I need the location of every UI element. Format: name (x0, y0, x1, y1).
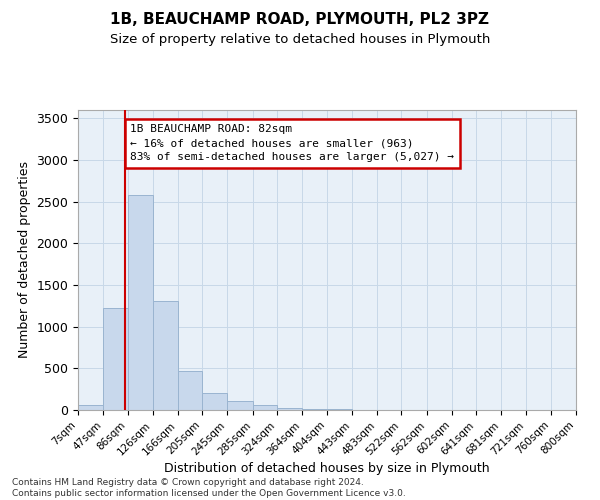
Bar (253, 406, 277, 410)
Bar (103, 308, 128, 410)
Bar (302, 409, 328, 410)
Text: Distribution of detached houses by size in Plymouth: Distribution of detached houses by size … (164, 462, 490, 475)
Text: Size of property relative to detached houses in Plymouth: Size of property relative to detached ho… (110, 32, 490, 46)
Bar (227, 401, 253, 410)
Bar (78, 405, 103, 410)
Bar (178, 371, 202, 410)
Bar (277, 408, 302, 410)
Y-axis label: Number of detached properties: Number of detached properties (18, 162, 31, 358)
Text: 1B, BEAUCHAMP ROAD, PLYMOUTH, PL2 3PZ: 1B, BEAUCHAMP ROAD, PLYMOUTH, PL2 3PZ (110, 12, 490, 28)
Bar (153, 301, 178, 410)
Bar (328, 409, 352, 410)
Text: Contains HM Land Registry data © Crown copyright and database right 2024.
Contai: Contains HM Land Registry data © Crown c… (12, 478, 406, 498)
Text: 1B BEAUCHAMP ROAD: 82sqm
← 16% of detached houses are smaller (963)
83% of semi-: 1B BEAUCHAMP ROAD: 82sqm ← 16% of detach… (130, 124, 454, 162)
Bar (202, 394, 227, 410)
Bar (128, 195, 153, 410)
